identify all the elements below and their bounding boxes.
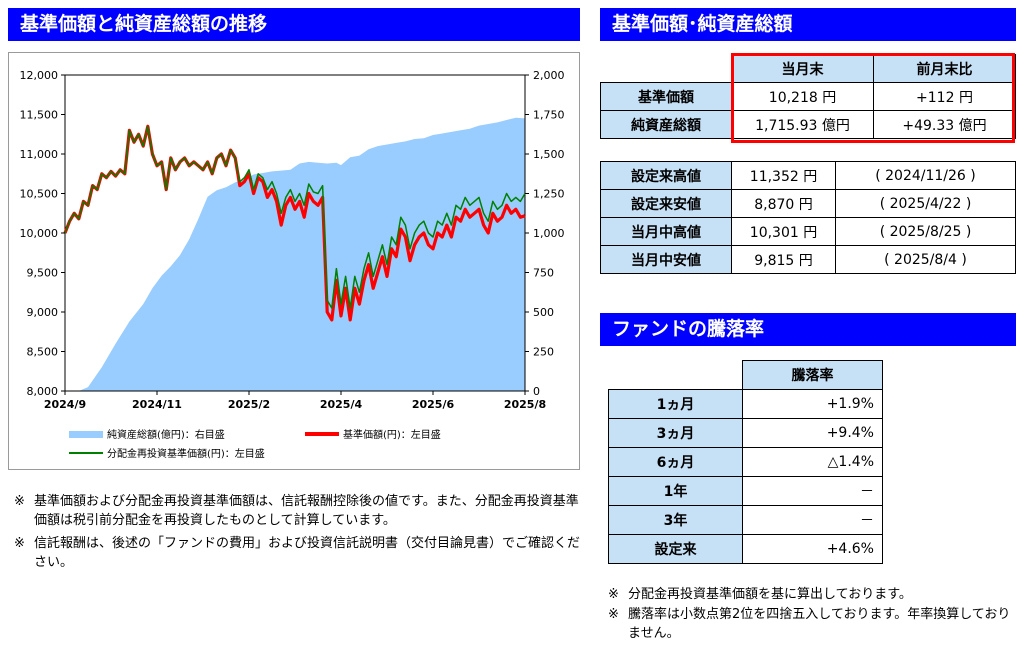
stats-row-value: 11,352 円 [731, 161, 836, 190]
nav-col-current: 当月末 [731, 54, 874, 83]
x-tick-label: 2025/8 [504, 398, 546, 411]
perf-row-value: － [742, 505, 883, 535]
note-right-2: ※ 騰落率は小数点第2位を四捨五入しております。年率換算しておりません。 [608, 605, 1018, 643]
note-mark: ※ [608, 607, 619, 622]
stats-row: 設定来高値 11,352 円 ( 2024/11/26 ) [600, 161, 1016, 190]
price-chart-panel: 12,000 11,500 11,000 10,500 10,000 9,500 9,000… [8, 52, 580, 470]
perf-row-value: +4.6% [742, 534, 883, 564]
left-tick-label: 8,500 [27, 346, 59, 359]
note-mark: ※ [608, 587, 619, 602]
stats-row-date: ( 2025/8/4 ) [835, 245, 1016, 274]
nav-table: 当月末 前月末比 基準価額 10,218 円 +112 円 純資産総額 1,71… [600, 54, 1016, 139]
x-tick-label: 2025/4 [320, 398, 363, 411]
stats-row-date: ( 2024/11/26 ) [835, 161, 1016, 190]
nav-section-header: 基準価額･純資産総額 [600, 8, 1016, 41]
stats-row-label: 設定来高値 [600, 161, 732, 190]
perf-row-label: 設定来 [608, 534, 743, 564]
left-tick-label: 8,000 [27, 385, 59, 398]
perf-row-value: － [742, 476, 883, 506]
nav-row-label: 純資産総額 [600, 110, 732, 139]
right-tick-label: 250 [533, 346, 554, 359]
left-tick-label: 11,000 [20, 148, 59, 161]
perf-row: 設定来 +4.6% [608, 534, 883, 564]
nav-row-change: +112 円 [873, 82, 1016, 111]
perf-row-label: 1ヵ月 [608, 389, 743, 419]
perf-row-label: 3年 [608, 505, 743, 535]
right-tick-label: 1,000 [533, 227, 565, 240]
note-mark: ※ [14, 494, 25, 509]
right-tick-label: 0 [533, 385, 540, 398]
perf-col-header: 騰落率 [742, 360, 883, 390]
left-tick-label: 9,000 [27, 306, 59, 319]
left-tick-label: 11,500 [20, 109, 59, 122]
right-tick-label: 1,750 [533, 109, 565, 122]
stats-row-label: 当月中高値 [600, 217, 732, 246]
right-tick-label: 1,250 [533, 188, 565, 201]
legend-swatch-assets [69, 431, 103, 438]
note-left-2: ※ 信託報酬は、後述の「ファンドの費用」および投資信託説明書（交付目論見書）でご… [14, 534, 580, 572]
nav-col-change: 前月末比 [873, 54, 1016, 83]
x-tick-label: 2024/11 [132, 398, 182, 411]
perf-row: 3ヵ月 +9.4% [608, 418, 883, 448]
stats-row-date: ( 2025/4/22 ) [835, 189, 1016, 218]
stats-row-label: 当月中安値 [600, 245, 732, 274]
legend-label-assets: 純資産総額(億円)：右目盛 [107, 428, 225, 441]
perf-row: 6ヵ月 △1.4% [608, 447, 883, 477]
stats-row: 設定来安値 8,870 円 ( 2025/4/22 ) [600, 189, 1016, 218]
right-tick-label: 1,500 [533, 148, 565, 161]
nav-row-label: 基準価額 [600, 82, 732, 111]
perf-row-value: +9.4% [742, 418, 883, 448]
stats-row: 当月中安値 9,815 円 ( 2025/8/4 ) [600, 245, 1016, 274]
price-chart: 12,000 11,500 11,000 10,500 10,000 9,500 9,000… [20, 69, 565, 460]
performance-table: 騰落率 1ヵ月 +1.9% 3ヵ月 +9.4% 6ヵ月 △1.4% 1年 － 3… [608, 360, 883, 564]
note-text: 分配金再投資基準価額を基に算出しております。 [628, 587, 912, 602]
x-tick-label: 2025/6 [412, 398, 455, 411]
note-mark: ※ [14, 536, 25, 551]
perf-row-value: +1.9% [742, 389, 883, 419]
nav-row-change: +49.33 億円 [873, 110, 1016, 139]
perf-row: 1ヵ月 +1.9% [608, 389, 883, 419]
right-tick-label: 500 [533, 306, 554, 319]
stats-row-value: 9,815 円 [731, 245, 836, 274]
perf-row: 3年 － [608, 505, 883, 535]
x-tick-label: 2024/9 [44, 398, 86, 411]
note-text: 信託報酬は、後述の「ファンドの費用」および投資信託説明書（交付目論見書）でご確認… [34, 536, 581, 570]
perf-row-label: 6ヵ月 [608, 447, 743, 477]
high-low-table: 設定来高値 11,352 円 ( 2024/11/26 ) 設定来安値 8,87… [600, 161, 1016, 274]
nav-row: 純資産総額 1,715.93 億円 +49.33 億円 [600, 110, 1016, 139]
note-left-1: ※ 基準価額および分配金再投資基準価額は、信託報酬控除後の値です。また、分配金再… [14, 492, 580, 530]
legend-label-reinvested: 分配金再投資基準価額(円)：左目盛 [107, 447, 265, 460]
chart-section-header: 基準価額と純資産総額の推移 [8, 8, 580, 41]
stats-row: 当月中高値 10,301 円 ( 2025/8/25 ) [600, 217, 1016, 246]
series-reinvested-line [64, 125, 526, 309]
stats-row-label: 設定来安値 [600, 189, 732, 218]
left-tick-label: 12,000 [20, 69, 59, 82]
right-tick-label: 750 [533, 267, 554, 280]
series-assets-area [65, 117, 525, 391]
nav-row: 基準価額 10,218 円 +112 円 [600, 82, 1016, 111]
stats-row-value: 10,301 円 [731, 217, 836, 246]
perf-row-value: △1.4% [742, 447, 883, 477]
nav-row-value: 1,715.93 億円 [731, 110, 874, 139]
left-tick-label: 10,500 [20, 188, 59, 201]
performance-section-header: ファンドの騰落率 [600, 313, 1016, 346]
nav-row-value: 10,218 円 [731, 82, 874, 111]
legend-label-nav: 基準価額(円)：左目盛 [343, 428, 441, 441]
perf-row-label: 3ヵ月 [608, 418, 743, 448]
note-text: 基準価額および分配金再投資基準価額は、信託報酬控除後の値です。また、分配金再投資… [34, 494, 579, 528]
left-tick-label: 10,000 [20, 227, 59, 240]
right-tick-label: 2,000 [533, 69, 565, 82]
stats-row-date: ( 2025/8/25 ) [835, 217, 1016, 246]
perf-row-label: 1年 [608, 476, 743, 506]
note-text: 騰落率は小数点第2位を四捨五入しております。年率換算しておりません。 [628, 607, 1011, 641]
note-right-1: ※ 分配金再投資基準価額を基に算出しております。 [608, 585, 1018, 604]
stats-row-value: 8,870 円 [731, 189, 836, 218]
x-tick-label: 2025/2 [228, 398, 270, 411]
left-tick-label: 9,500 [27, 267, 59, 280]
perf-row: 1年 － [608, 476, 883, 506]
